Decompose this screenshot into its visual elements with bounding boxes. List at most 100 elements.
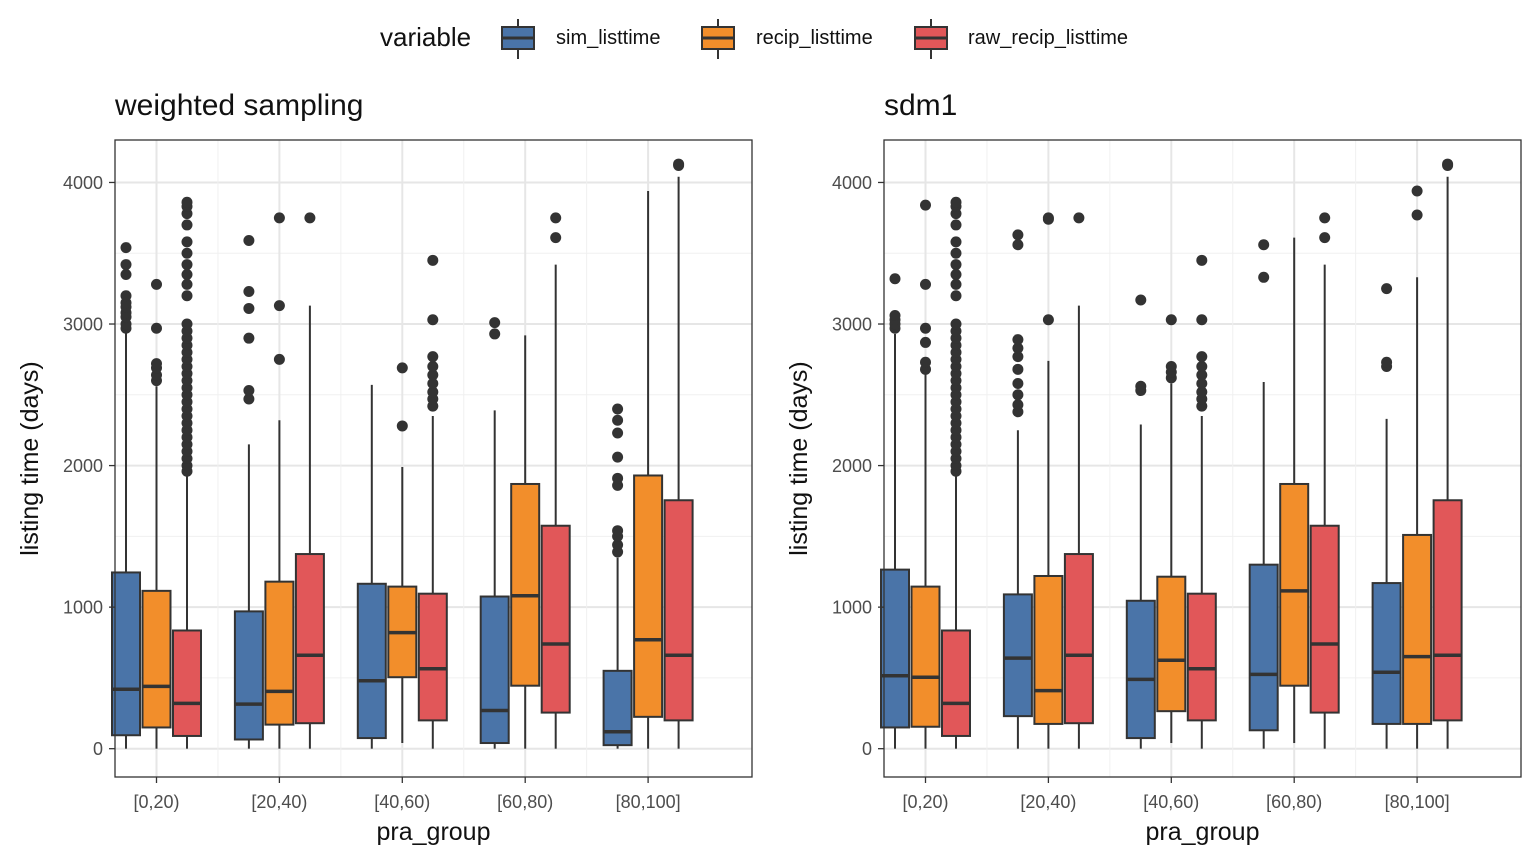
outlier-point	[427, 254, 439, 266]
outlier-point	[151, 358, 162, 370]
outlier-point	[243, 393, 255, 405]
y-tick-label: 3000	[63, 315, 103, 335]
series-raw_recip_listtime	[941, 158, 1463, 749]
box-body	[294, 553, 325, 725]
y-tick-label: 2000	[63, 456, 103, 476]
outlier-point	[1381, 283, 1393, 295]
outlier-point	[950, 278, 962, 290]
outlier-point	[181, 268, 193, 280]
outlier-point	[673, 158, 685, 170]
box-recip_listtime-0	[141, 278, 172, 749]
outlier-point	[1411, 185, 1423, 197]
outlier-point	[181, 196, 193, 208]
box-sim_listtime-0	[111, 242, 141, 749]
outlier-point	[427, 369, 439, 381]
x-tick-label: [20,40)	[1020, 792, 1076, 812]
outlier-point	[1012, 377, 1024, 389]
legend-key-raw	[914, 19, 948, 59]
box-body	[1248, 563, 1279, 732]
x-axis-label: pra_group	[377, 818, 491, 846]
legend-label-recip: recip_listtime	[756, 27, 873, 49]
box-body	[1309, 524, 1340, 714]
outlier-point	[181, 318, 193, 330]
outlier-point	[950, 236, 962, 248]
outlier-point	[550, 212, 562, 224]
box-recip_listtime-1	[264, 212, 295, 749]
panel-title: sdm1	[884, 89, 957, 122]
outlier-point	[427, 314, 439, 326]
series-recip_listtime	[141, 190, 664, 749]
box-body	[1156, 575, 1187, 713]
box-recip_listtime-0	[910, 199, 941, 749]
outlier-point	[120, 290, 132, 302]
outlier-point	[889, 273, 901, 285]
box-body	[663, 499, 694, 722]
outlier-point	[1012, 363, 1024, 375]
box-body	[1033, 574, 1064, 725]
box-recip_listtime-3	[510, 335, 541, 749]
box-body	[1402, 533, 1433, 725]
outlier-point	[1411, 209, 1423, 221]
outlier-point	[489, 317, 501, 329]
box-body	[540, 524, 571, 714]
outlier-point	[1073, 212, 1085, 224]
legend-label-sim: sim_listtime	[556, 27, 661, 49]
box-sim_listtime-4	[1371, 283, 1402, 749]
outlier-point	[1012, 229, 1024, 241]
legend-key-sim	[501, 19, 535, 59]
outlier-point	[950, 290, 962, 302]
outlier-point	[612, 472, 624, 484]
outlier-point	[1442, 158, 1454, 170]
box-body	[356, 582, 387, 740]
outlier-point	[1012, 399, 1024, 411]
box-body	[1279, 482, 1310, 687]
box-recip_listtime-1	[1033, 212, 1064, 749]
outlier-point	[1196, 351, 1208, 363]
x-tick-label: [60,80)	[1266, 792, 1322, 812]
outlier-point	[1381, 356, 1393, 368]
x-tick-label: [20,40)	[251, 792, 307, 812]
box-body	[141, 589, 172, 729]
outlier-point	[612, 525, 624, 537]
outlier-point	[1165, 360, 1177, 372]
box-body	[264, 580, 295, 726]
outlier-point	[396, 420, 408, 432]
box-body	[910, 585, 941, 728]
outlier-point	[243, 285, 255, 297]
legend: variable sim_listtime recip_listtime raw…	[0, 0, 1536, 80]
outlier-point	[1135, 380, 1147, 392]
legend-label-raw: raw_recip_listtime	[968, 27, 1129, 49]
box-body	[633, 474, 664, 718]
outlier-point	[1012, 351, 1024, 363]
box-recip_listtime-4	[1402, 185, 1433, 749]
x-tick-label: [60,80)	[497, 792, 553, 812]
outlier-point	[612, 414, 624, 426]
outlier-point	[1258, 239, 1270, 251]
box-body	[111, 571, 141, 737]
outlier-point	[1012, 389, 1024, 401]
outlier-point	[950, 259, 962, 271]
box-sim_listtime-1	[233, 235, 264, 749]
box-body	[479, 595, 510, 745]
outlier-point	[1196, 314, 1208, 326]
outlier-point	[181, 259, 193, 271]
outlier-point	[181, 290, 193, 302]
box-sim_listtime-3	[1248, 239, 1279, 749]
outlier-point	[920, 356, 931, 368]
outlier-point	[304, 212, 316, 224]
box-sim_listtime-3	[479, 317, 510, 749]
outlier-point	[427, 351, 439, 363]
outlier-point	[427, 386, 439, 398]
y-tick-label: 1000	[832, 598, 872, 618]
outlier-point	[427, 360, 439, 372]
outlier-point	[243, 235, 255, 247]
outlier-point	[1258, 271, 1270, 283]
outlier-point	[920, 322, 931, 334]
outlier-point	[181, 247, 193, 259]
outlier-point	[1196, 377, 1208, 389]
outlier-point	[1196, 369, 1208, 381]
outlier-point	[120, 268, 132, 280]
outlier-point	[950, 268, 962, 280]
panel-2: 0 1000 2000 3000 4000 [0,20) [20,40) [40,60) [60…	[785, 89, 1522, 846]
x-tick-label: [80,100]	[1385, 792, 1450, 812]
